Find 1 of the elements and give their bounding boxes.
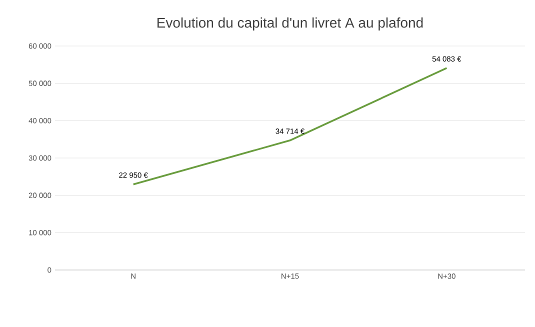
chart-title: Evolution du capital d'un livret A au plafond: [158, 17, 423, 30]
